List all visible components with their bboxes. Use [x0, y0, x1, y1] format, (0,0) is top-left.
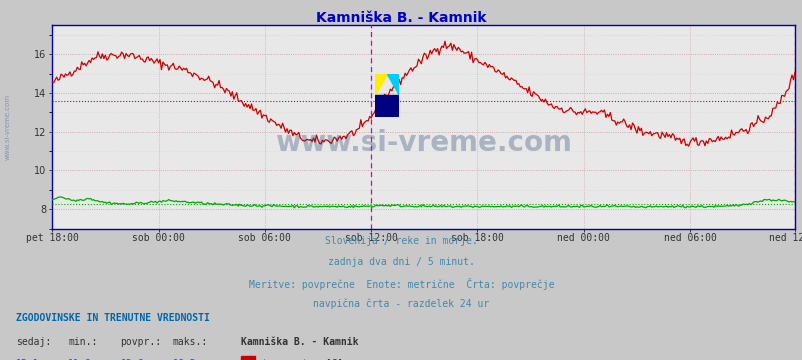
Text: navpična črta - razdelek 24 ur: navpična črta - razdelek 24 ur	[313, 298, 489, 309]
Text: min.:: min.:	[68, 337, 98, 347]
Text: 13,6: 13,6	[120, 359, 144, 360]
Text: zadnja dva dni / 5 minut.: zadnja dva dni / 5 minut.	[328, 257, 474, 267]
Text: povpr.:: povpr.:	[120, 337, 161, 347]
Text: sedaj:: sedaj:	[16, 337, 51, 347]
Text: 16,5: 16,5	[172, 359, 196, 360]
Text: temperatura[C]: temperatura[C]	[261, 359, 342, 360]
Text: www.si-vreme.com: www.si-vreme.com	[5, 94, 11, 160]
Text: maks.:: maks.:	[172, 337, 208, 347]
Text: Meritve: povprečne  Enote: metrične  Črta: povprečje: Meritve: povprečne Enote: metrične Črta:…	[249, 278, 553, 289]
Text: 15,1: 15,1	[16, 359, 39, 360]
Text: Kamniška B. - Kamnik: Kamniška B. - Kamnik	[241, 337, 358, 347]
Polygon shape	[387, 73, 399, 95]
Polygon shape	[375, 95, 399, 117]
Text: Slovenija / reke in morje.: Slovenija / reke in morje.	[325, 236, 477, 246]
Text: ZGODOVINSKE IN TRENUTNE VREDNOSTI: ZGODOVINSKE IN TRENUTNE VREDNOSTI	[16, 313, 209, 323]
Text: Kamniška B. - Kamnik: Kamniška B. - Kamnik	[316, 11, 486, 25]
Polygon shape	[375, 73, 387, 95]
Text: 11,6: 11,6	[68, 359, 91, 360]
Text: www.si-vreme.com: www.si-vreme.com	[275, 129, 571, 157]
